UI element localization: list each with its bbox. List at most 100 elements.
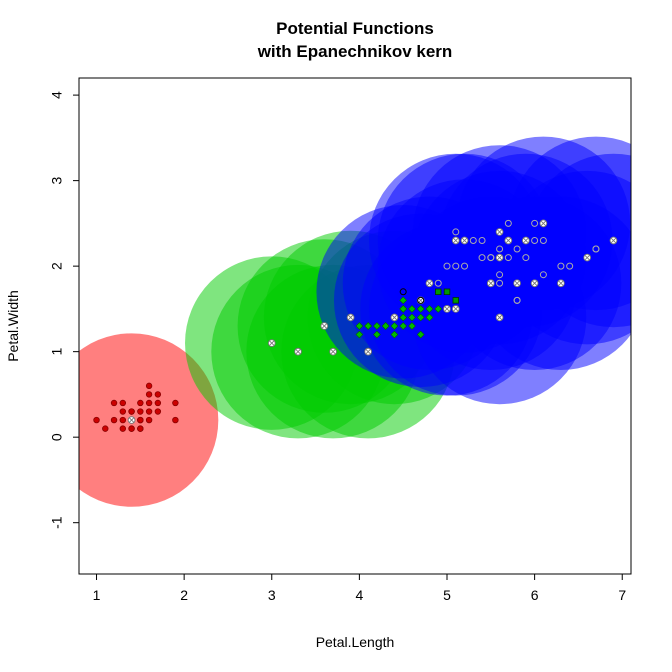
point-setosa-13 — [102, 425, 109, 432]
point-versicolor-13 — [390, 330, 399, 339]
chart-title: Potential Functions — [276, 19, 434, 38]
potential-circle-blue-26 — [509, 136, 631, 311]
point-virginica-10 — [531, 219, 539, 227]
point-virginica-28 — [434, 279, 442, 287]
point-setosa-2 — [119, 408, 127, 415]
point-highlighted-0 — [435, 288, 442, 295]
point-setosa-18 — [172, 416, 179, 424]
point-prototypes-9 — [443, 305, 451, 313]
point-prototypes-7 — [390, 313, 399, 322]
point-virginica-26 — [531, 236, 539, 244]
point-prototypes-0 — [127, 416, 136, 424]
point-prototypes-21 — [557, 279, 565, 288]
point-versicolor-0 — [355, 322, 364, 330]
point-versicolor-16 — [408, 322, 416, 330]
point-setosa-24 — [128, 425, 135, 432]
x-tick-label-1: 2 — [180, 587, 188, 603]
point-setosa-19 — [93, 416, 100, 424]
point-virginica-19 — [478, 236, 486, 244]
point-prototypes-10 — [451, 305, 460, 313]
point-setosa-21 — [110, 399, 118, 407]
x-tick-label-4: 5 — [443, 587, 451, 603]
point-prototypes-23 — [609, 236, 618, 245]
point-versicolor-22 — [425, 305, 434, 313]
point-versicolor-23 — [434, 305, 443, 313]
x-axis: 1 2 3 4 5 6 7 — [93, 573, 626, 603]
point-setosa-8 — [137, 399, 144, 407]
x-tick-label-3: 4 — [355, 587, 363, 603]
point-virginica-8 — [513, 245, 521, 253]
point-virginica-20 — [487, 254, 495, 262]
point-prototypes-22 — [583, 253, 592, 262]
point-virginica-6 — [504, 219, 512, 227]
point-versicolor-24 — [399, 305, 408, 313]
x-tick-label-0: 1 — [93, 587, 101, 603]
point-versicolor-2 — [373, 322, 381, 330]
point-highlighted-1 — [452, 297, 459, 304]
point-prototypes-1 — [267, 339, 276, 347]
y-axis-label: Petal.Width — [5, 290, 21, 362]
point-prototypes-4 — [329, 347, 337, 356]
point-setosa-6 — [128, 408, 135, 415]
point-prototypes-5 — [346, 313, 355, 322]
point-versicolor-4 — [390, 322, 399, 330]
point-prototypes-11 — [451, 236, 460, 245]
point-virginica-17 — [443, 262, 451, 270]
point-virginica-29 — [496, 279, 504, 287]
point-versicolor-10 — [416, 330, 425, 339]
point-virginica-24 — [504, 254, 512, 262]
point-prototypes-16 — [495, 313, 504, 322]
chart-subtitle: with Epanechnikov kern — [257, 42, 453, 61]
point-virginica-30 — [513, 296, 521, 304]
point-setosa-27 — [154, 391, 162, 398]
point-setosa-11 — [145, 382, 153, 390]
y-tick-label-1: 0 — [49, 433, 65, 441]
point-versicolor-8 — [408, 305, 416, 313]
point-prototypes-26 — [504, 236, 513, 245]
point-setosa-15 — [119, 399, 127, 407]
point-prototypes-20 — [539, 219, 548, 228]
point-setosa-25 — [145, 408, 153, 415]
point-prototypes-15 — [495, 253, 504, 262]
point-setosa-20 — [137, 408, 144, 415]
point-prototypes-2 — [294, 347, 302, 356]
point-prototypes-24 — [425, 279, 434, 288]
point-virginica-1 — [469, 236, 477, 244]
point-virginica-11 — [539, 236, 547, 244]
point-versicolor-20 — [416, 305, 425, 313]
point-setosa-12 — [110, 416, 118, 424]
y-tick-label-3: 2 — [49, 262, 65, 270]
point-setosa-9 — [145, 416, 153, 424]
point-versicolor-19 — [399, 313, 408, 322]
y-tick-label-0: -1 — [49, 516, 65, 529]
point-versicolor-12 — [399, 296, 408, 305]
point-prototypes-3 — [320, 322, 329, 330]
point-prototypes-25 — [486, 279, 495, 288]
point-setosa-17 — [154, 408, 162, 415]
point-prototypes-6 — [364, 347, 372, 356]
point-prototypes-12 — [460, 236, 469, 245]
point-virginica-14 — [566, 262, 574, 270]
point-prototypes-14 — [495, 228, 504, 236]
point-setosa-10 — [172, 399, 179, 407]
x-tick-label-5: 6 — [531, 587, 539, 603]
x-tick-label-6: 7 — [618, 587, 626, 603]
point-setosa-29 — [137, 425, 144, 432]
point-highlighted-ring-1 — [417, 296, 425, 304]
point-virginica-0 — [452, 228, 460, 236]
potential-circles — [79, 136, 631, 507]
point-versicolor-17 — [381, 322, 390, 330]
point-setosa-22 — [137, 416, 144, 424]
point-virginica-22 — [522, 254, 530, 262]
point-virginica-18 — [461, 262, 469, 270]
point-versicolor-21 — [355, 330, 364, 339]
point-virginica-33 — [496, 271, 504, 279]
point-prototypes-19 — [530, 279, 539, 288]
point-setosa-14 — [119, 425, 127, 432]
y-tick-label-5: 4 — [49, 91, 65, 99]
point-versicolor-15 — [364, 322, 372, 330]
point-setosa-5 — [154, 399, 162, 407]
point-setosa-23 — [145, 399, 153, 407]
point-versicolor-6 — [399, 322, 408, 330]
point-versicolor-11 — [425, 313, 434, 322]
